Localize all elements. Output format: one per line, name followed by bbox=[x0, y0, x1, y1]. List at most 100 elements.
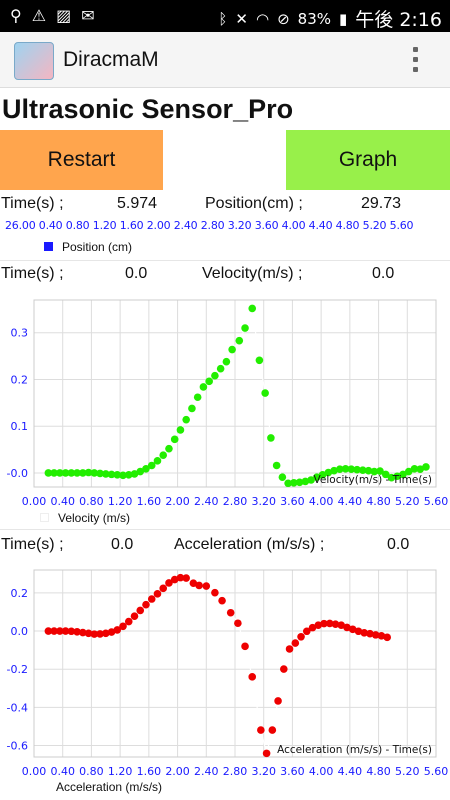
acceleration-data-point bbox=[67, 627, 76, 636]
acceleration-x-tick-label: 4.00 bbox=[309, 765, 334, 778]
velocity-data-point bbox=[324, 468, 333, 477]
velocity-data-point bbox=[182, 415, 190, 424]
velocity-data-point bbox=[165, 444, 173, 453]
velocity-x-tick-label: 1.20 bbox=[108, 495, 133, 508]
acceleration-data-point bbox=[285, 645, 294, 653]
acceleration-x-tick-label: 3.20 bbox=[251, 765, 276, 778]
acceleration-x-tick-label: 1.60 bbox=[137, 765, 162, 778]
velocity-data-point bbox=[130, 470, 139, 478]
velocity-x-tick-label: 5.60 bbox=[424, 495, 449, 508]
acceleration-data-point bbox=[366, 629, 374, 638]
velocity-time-label: Time(s) ; bbox=[1, 265, 64, 282]
acceleration-data-point bbox=[130, 612, 139, 620]
acceleration-data-point bbox=[280, 665, 288, 673]
acceleration-data-point bbox=[377, 632, 386, 640]
velocity-data-point bbox=[404, 467, 413, 476]
velocity-x-tick-label: 2.40 bbox=[194, 495, 219, 508]
acceleration-data-point bbox=[308, 623, 317, 632]
clock: 午後 2:16 bbox=[355, 9, 442, 31]
acceleration-data-point bbox=[325, 619, 334, 628]
velocity-data-point bbox=[235, 336, 244, 345]
velocity-data-point bbox=[318, 471, 327, 479]
app-logo-icon bbox=[14, 42, 54, 80]
acceleration-plot-frame bbox=[33, 569, 437, 758]
acceleration-y-tick-label: -0.2 bbox=[7, 663, 28, 676]
velocity-y-tick-label: 0.3 bbox=[11, 327, 29, 340]
acceleration-data-point bbox=[297, 632, 305, 641]
velocity-data-point bbox=[381, 470, 390, 479]
acceleration-chart: 0.00 0.40 0.80 1.20 1.60 2.00 2.40 2.80 3.20 3.60… bbox=[7, 569, 448, 778]
velocity-value: 0.0 bbox=[372, 265, 395, 282]
velocity-data-point bbox=[290, 478, 298, 487]
acceleration-data-point bbox=[101, 629, 110, 638]
position-axis-ticks: 26.00 0.40 0.80 1.20 1.60 2.00 2.40 2.80… bbox=[5, 219, 414, 232]
acceleration-y-tick-label: 0.0 bbox=[11, 625, 29, 638]
acceleration-data-point bbox=[153, 590, 162, 598]
velocity-data-point bbox=[159, 451, 168, 460]
velocity-x-tick-label: 3.60 bbox=[280, 495, 305, 508]
acceleration-data-point bbox=[202, 582, 211, 590]
position-label: Position(cm) ; bbox=[205, 195, 303, 212]
velocity-data-point bbox=[399, 470, 407, 479]
velocity-data-point bbox=[422, 463, 430, 471]
velocity-data-point bbox=[347, 465, 356, 474]
velocity-x-tick-label: 2.80 bbox=[223, 495, 248, 508]
page-title: Ultrasonic Sensor_Pro bbox=[2, 94, 294, 124]
velocity-data-point bbox=[90, 469, 99, 477]
acceleration-y-tick-label: 0.2 bbox=[11, 587, 29, 600]
status-bar: ⚲ ⚠ ▨ ✉ ᛒ ✕ ◠ ⊘ 83% ▮ 午後 2:16 bbox=[0, 0, 450, 32]
acceleration-data-point bbox=[383, 633, 391, 642]
acceleration-y-tick-label: -0.4 bbox=[7, 701, 28, 714]
acceleration-data-point bbox=[182, 574, 190, 582]
velocity-data-point bbox=[170, 435, 179, 444]
battery-percent: 83% bbox=[297, 9, 332, 28]
velocity-data-point bbox=[248, 304, 257, 313]
position-legend-label: Position (cm) bbox=[62, 240, 133, 254]
acceleration-data-point bbox=[320, 619, 328, 628]
velocity-x-tick-label: 1.60 bbox=[137, 495, 162, 508]
acceleration-data-point bbox=[234, 619, 242, 628]
position-value: 29.73 bbox=[361, 195, 402, 212]
velocity-x-tick-label: 4.40 bbox=[338, 495, 363, 508]
acceleration-data-point bbox=[331, 620, 340, 628]
graph-button[interactable]: Graph bbox=[286, 130, 450, 190]
velocity-data-point bbox=[267, 434, 275, 442]
acceleration-data-point bbox=[257, 726, 265, 734]
velocity-data-point bbox=[199, 383, 208, 391]
mute-icon: ✕ bbox=[235, 9, 248, 28]
divider bbox=[0, 260, 450, 261]
velocity-data-point bbox=[96, 469, 104, 478]
velocity-data-point bbox=[136, 467, 145, 476]
velocity-data-point bbox=[241, 324, 249, 332]
velocity-data-point bbox=[376, 467, 384, 475]
acceleration-x-tick-label: 4.40 bbox=[338, 765, 363, 778]
acceleration-legend-label: Acceleration (m/s/s) bbox=[56, 780, 163, 794]
velocity-data-point bbox=[113, 471, 122, 479]
velocity-legend: Velocity (m/s) bbox=[40, 511, 130, 525]
acceleration-x-tick-label: 1.20 bbox=[108, 765, 133, 778]
overflow-menu-icon[interactable] bbox=[406, 46, 424, 74]
acceleration-data-point bbox=[124, 617, 133, 626]
velocity-data-point bbox=[416, 465, 425, 474]
acceleration-data-point bbox=[96, 630, 104, 638]
velocity-data-point bbox=[101, 470, 110, 478]
velocity-x-tick-label: 2.00 bbox=[165, 495, 190, 508]
acceleration-data-point bbox=[176, 573, 185, 582]
velocity-data-point bbox=[193, 393, 202, 402]
acceleration-data-point bbox=[291, 639, 300, 647]
velocity-data-point bbox=[56, 469, 64, 477]
velocity-x-tick-label: 5.20 bbox=[395, 495, 420, 508]
status-left: ⚲ ⚠ ▨ ✉ bbox=[10, 6, 95, 25]
velocity-x-tick-label: 0.80 bbox=[79, 495, 104, 508]
acceleration-data-point bbox=[314, 621, 323, 629]
image-icon: ▨ bbox=[56, 6, 72, 25]
velocity-data-point bbox=[261, 389, 269, 397]
action-bar bbox=[0, 32, 450, 88]
velocity-data-point bbox=[410, 464, 419, 473]
acceleration-data-point bbox=[170, 575, 179, 584]
restart-button[interactable]: Restart bbox=[0, 130, 163, 190]
position-readout-row: Time(s) ; 5.974 Position(cm) ; 29.73 bbox=[0, 193, 450, 217]
acceleration-data-point bbox=[73, 628, 81, 636]
velocity-data-point bbox=[205, 377, 213, 386]
position-legend-swatch bbox=[44, 242, 53, 251]
